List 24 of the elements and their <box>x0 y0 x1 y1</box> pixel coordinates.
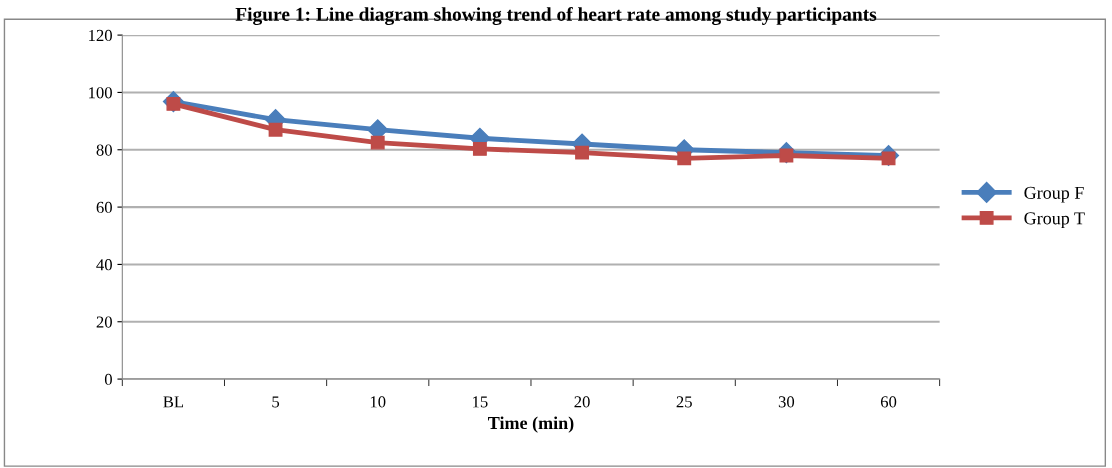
x-tick-label: 10 <box>370 396 386 408</box>
legend-label: Group T <box>1024 212 1085 229</box>
point <box>472 141 487 156</box>
point <box>268 122 283 137</box>
y-tick-label: 80 <box>96 144 112 156</box>
y-tick-label: 100 <box>89 87 112 99</box>
x-tick-label: BL <box>163 396 184 408</box>
x-tick-label: 20 <box>574 396 590 408</box>
x-axis-title: Time (min) <box>488 416 574 433</box>
x-tick-label: 15 <box>473 396 488 408</box>
y-tick-label: 0 <box>104 373 112 386</box>
x-tick-label: 5 <box>272 396 280 408</box>
point <box>370 135 385 150</box>
y-tick-label: 120 <box>89 29 112 42</box>
point <box>677 151 692 166</box>
point <box>575 145 590 160</box>
chart-title: Figure 1: Line diagram showing trend of heart rate among study participants <box>235 7 877 25</box>
x-tick-label: 60 <box>880 396 897 408</box>
y-tick-label: 20 <box>96 316 112 328</box>
x-tick-label: 30 <box>778 396 795 408</box>
x-tick-label: 25 <box>676 396 692 408</box>
y-tick-label: 60 <box>96 201 112 214</box>
y-tick-label: 40 <box>96 259 112 271</box>
legend-label: Group F <box>1024 186 1084 203</box>
